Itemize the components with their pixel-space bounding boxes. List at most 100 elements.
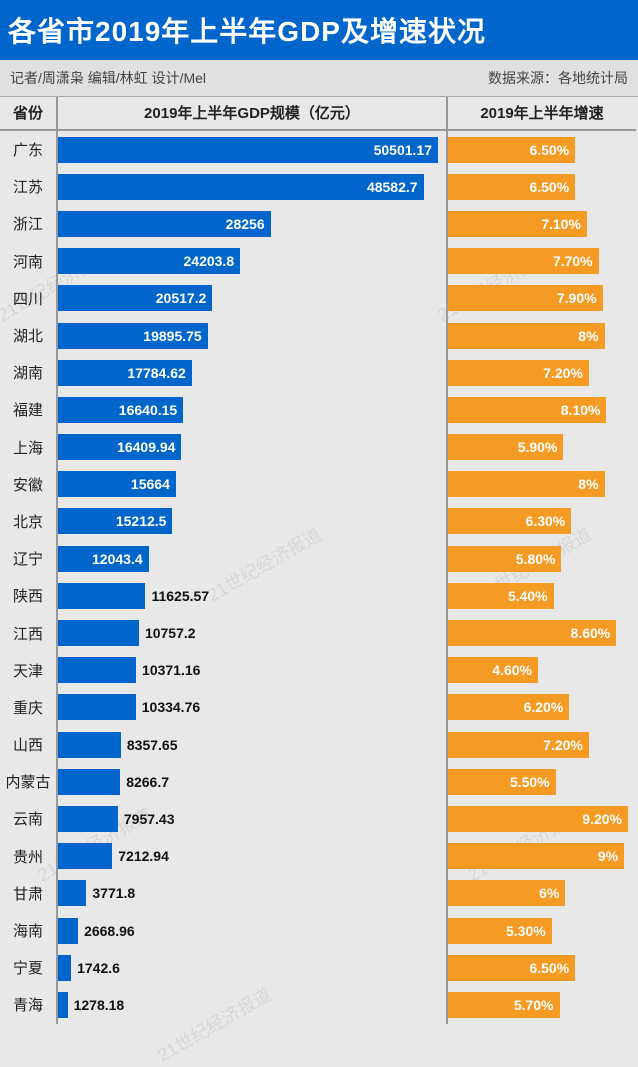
gdp-bar (58, 918, 78, 944)
gdp-value-label: 16640.15 (113, 402, 183, 418)
gdp-bar (58, 992, 68, 1018)
growth-bar: 5.90% (448, 434, 563, 460)
province-label: 内蒙古 (0, 771, 56, 792)
growth-value-label: 8% (572, 476, 604, 492)
province-label: 云南 (0, 808, 56, 829)
gdp-value-label: 10757.2 (139, 625, 202, 641)
growth-value-label: 7.70% (547, 253, 599, 269)
gdp-value-label: 19895.75 (137, 328, 207, 344)
gdp-bar: 15664 (58, 471, 176, 497)
gdp-row: 11625.57 (58, 577, 446, 614)
province-label: 海南 (0, 920, 56, 941)
gdp-bar (58, 694, 136, 720)
gdp-bar: 48582.7 (58, 174, 424, 200)
header-row: 省份 2019年上半年GDP规模（亿元） 2019年上半年增速 (0, 97, 638, 131)
province-label: 青海 (0, 994, 56, 1015)
growth-value-label: 9.20% (576, 811, 628, 827)
chart-subtitle: 记者/周潇枭 编辑/林虹 设计/Mel 数据来源：各地统计局 (0, 60, 638, 97)
growth-value-label: 6.50% (523, 142, 575, 158)
gdp-bar: 16409.94 (58, 434, 181, 460)
growth-value-label: 5.90% (512, 439, 564, 455)
province-cell: 湖北 (0, 317, 56, 354)
growth-value-label: 9% (592, 848, 624, 864)
gdp-row: 7957.43 (58, 800, 446, 837)
province-cell: 上海 (0, 429, 56, 466)
province-cell: 甘肃 (0, 875, 56, 912)
growth-row: 7.20% (448, 726, 636, 763)
growth-bar: 9% (448, 843, 624, 869)
gdp-bar (58, 843, 112, 869)
growth-value-label: 6.30% (520, 513, 572, 529)
gdp-value-label: 7212.94 (112, 848, 175, 864)
province-label: 四川 (0, 288, 56, 309)
growth-value-label: 8.10% (555, 402, 607, 418)
growth-row: 9.20% (448, 800, 636, 837)
growth-row: 5.80% (448, 540, 636, 577)
gdp-bar (58, 769, 120, 795)
gdp-bar (58, 955, 71, 981)
province-cell: 河南 (0, 243, 56, 280)
gdp-row: 12043.4 (58, 540, 446, 577)
province-label: 江苏 (0, 176, 56, 197)
growth-row: 4.60% (448, 652, 636, 689)
growth-value-label: 7.20% (537, 365, 589, 381)
gdp-value-label: 7957.43 (118, 811, 181, 827)
growth-row: 6.50% (448, 168, 636, 205)
province-cell: 贵州 (0, 838, 56, 875)
credits-text: 记者/周潇枭 编辑/林虹 设计/Mel (10, 68, 206, 88)
gdp-value-label: 10334.76 (136, 699, 206, 715)
growth-row: 8.60% (448, 614, 636, 651)
gdp-row: 2668.96 (58, 912, 446, 949)
province-label: 江西 (0, 623, 56, 644)
province-label: 上海 (0, 437, 56, 458)
growth-bar: 5.40% (448, 583, 554, 609)
gdp-bar (58, 620, 139, 646)
growth-bar: 8.60% (448, 620, 616, 646)
growth-bar: 5.80% (448, 546, 561, 572)
province-label: 湖南 (0, 362, 56, 383)
gdp-row: 28256 (58, 205, 446, 242)
province-cell: 宁夏 (0, 949, 56, 986)
gdp-row: 48582.7 (58, 168, 446, 205)
province-cell: 广东 (0, 131, 56, 168)
growth-row: 8% (448, 317, 636, 354)
growth-row: 8% (448, 466, 636, 503)
province-label: 陕西 (0, 585, 56, 606)
gdp-row: 15664 (58, 466, 446, 503)
gdp-value-label: 16409.94 (111, 439, 181, 455)
gdp-value-label: 50501.17 (368, 142, 438, 158)
province-cell: 海南 (0, 912, 56, 949)
gdp-row: 16640.15 (58, 391, 446, 428)
growth-bar: 6.50% (448, 955, 575, 981)
gdp-value-label: 10371.16 (136, 662, 206, 678)
gdp-row: 8357.65 (58, 726, 446, 763)
growth-value-label: 5.50% (504, 774, 556, 790)
gdp-row: 1278.18 (58, 986, 446, 1023)
gdp-bar: 19895.75 (58, 323, 208, 349)
gdp-row: 1742.6 (58, 949, 446, 986)
province-label: 湖北 (0, 325, 56, 346)
growth-value-label: 6.50% (523, 179, 575, 195)
gdp-value-label: 15212.5 (110, 513, 173, 529)
province-cell: 云南 (0, 800, 56, 837)
growth-row: 7.10% (448, 205, 636, 242)
province-label: 广东 (0, 139, 56, 160)
growth-bar: 8.10% (448, 397, 606, 423)
growth-row: 7.70% (448, 243, 636, 280)
growth-bar: 6.20% (448, 694, 569, 720)
gdp-value-label: 28256 (220, 216, 271, 232)
gdp-value-label: 17784.62 (121, 365, 191, 381)
growth-value-label: 7.90% (551, 290, 603, 306)
growth-row: 6.50% (448, 131, 636, 168)
province-cell: 辽宁 (0, 540, 56, 577)
province-label: 甘肃 (0, 883, 56, 904)
growth-row: 7.90% (448, 280, 636, 317)
province-cell: 福建 (0, 391, 56, 428)
growth-row: 8.10% (448, 391, 636, 428)
growth-bar: 6% (448, 880, 565, 906)
province-cell: 山西 (0, 726, 56, 763)
gdp-row: 20517.2 (58, 280, 446, 317)
growth-bar: 5.30% (448, 918, 552, 944)
growth-row: 6.20% (448, 689, 636, 726)
province-cell: 青海 (0, 986, 56, 1023)
